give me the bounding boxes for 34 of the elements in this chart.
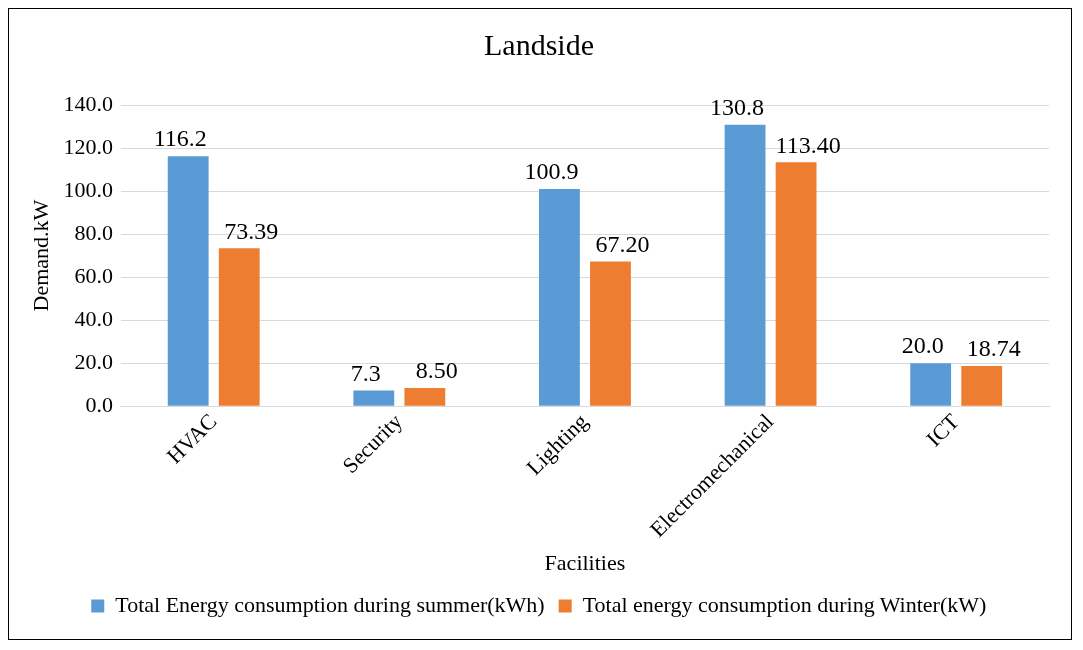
data-label: 100.9 [524, 158, 579, 185]
data-label: 73.39 [224, 217, 279, 244]
y-tick-label: 140.0 [63, 90, 113, 116]
bar [539, 189, 580, 406]
bar [167, 156, 209, 406]
bar [218, 248, 260, 406]
legend-label: Total energy consumption during Winter(kW) [582, 591, 987, 617]
bar [404, 387, 446, 406]
bar [590, 261, 631, 406]
data-label: 18.74 [966, 335, 1021, 362]
data-label: 20.0 [901, 332, 944, 359]
data-label: 116.2 [153, 125, 207, 152]
data-label: 8.50 [415, 357, 458, 384]
y-tick-label: 40.0 [74, 305, 113, 331]
y-tick-label: 60.0 [74, 262, 113, 288]
y-tick-label: 100.0 [63, 176, 113, 202]
data-label: 113.40 [775, 131, 841, 158]
y-tick-label: 120.0 [63, 133, 113, 159]
x-tick-label: ICT [921, 408, 965, 452]
y-tick-label: 80.0 [74, 219, 113, 245]
data-label: 7.3 [350, 359, 381, 386]
y-axis-title: Demand.kW [27, 199, 53, 312]
data-label: 130.8 [710, 94, 765, 121]
bar [724, 124, 766, 406]
bar [353, 390, 395, 406]
bar [961, 365, 1003, 406]
chart-title: Landside [484, 27, 594, 61]
y-tick-label: 0.0 [85, 391, 113, 417]
bar [910, 363, 952, 406]
y-tick-label: 20.0 [74, 348, 113, 374]
data-label: 67.20 [595, 230, 650, 257]
x-axis-title: Facilities [544, 549, 626, 575]
bar [775, 162, 817, 406]
legend-label: Total Energy consumption during summer(kWh) [115, 591, 545, 617]
